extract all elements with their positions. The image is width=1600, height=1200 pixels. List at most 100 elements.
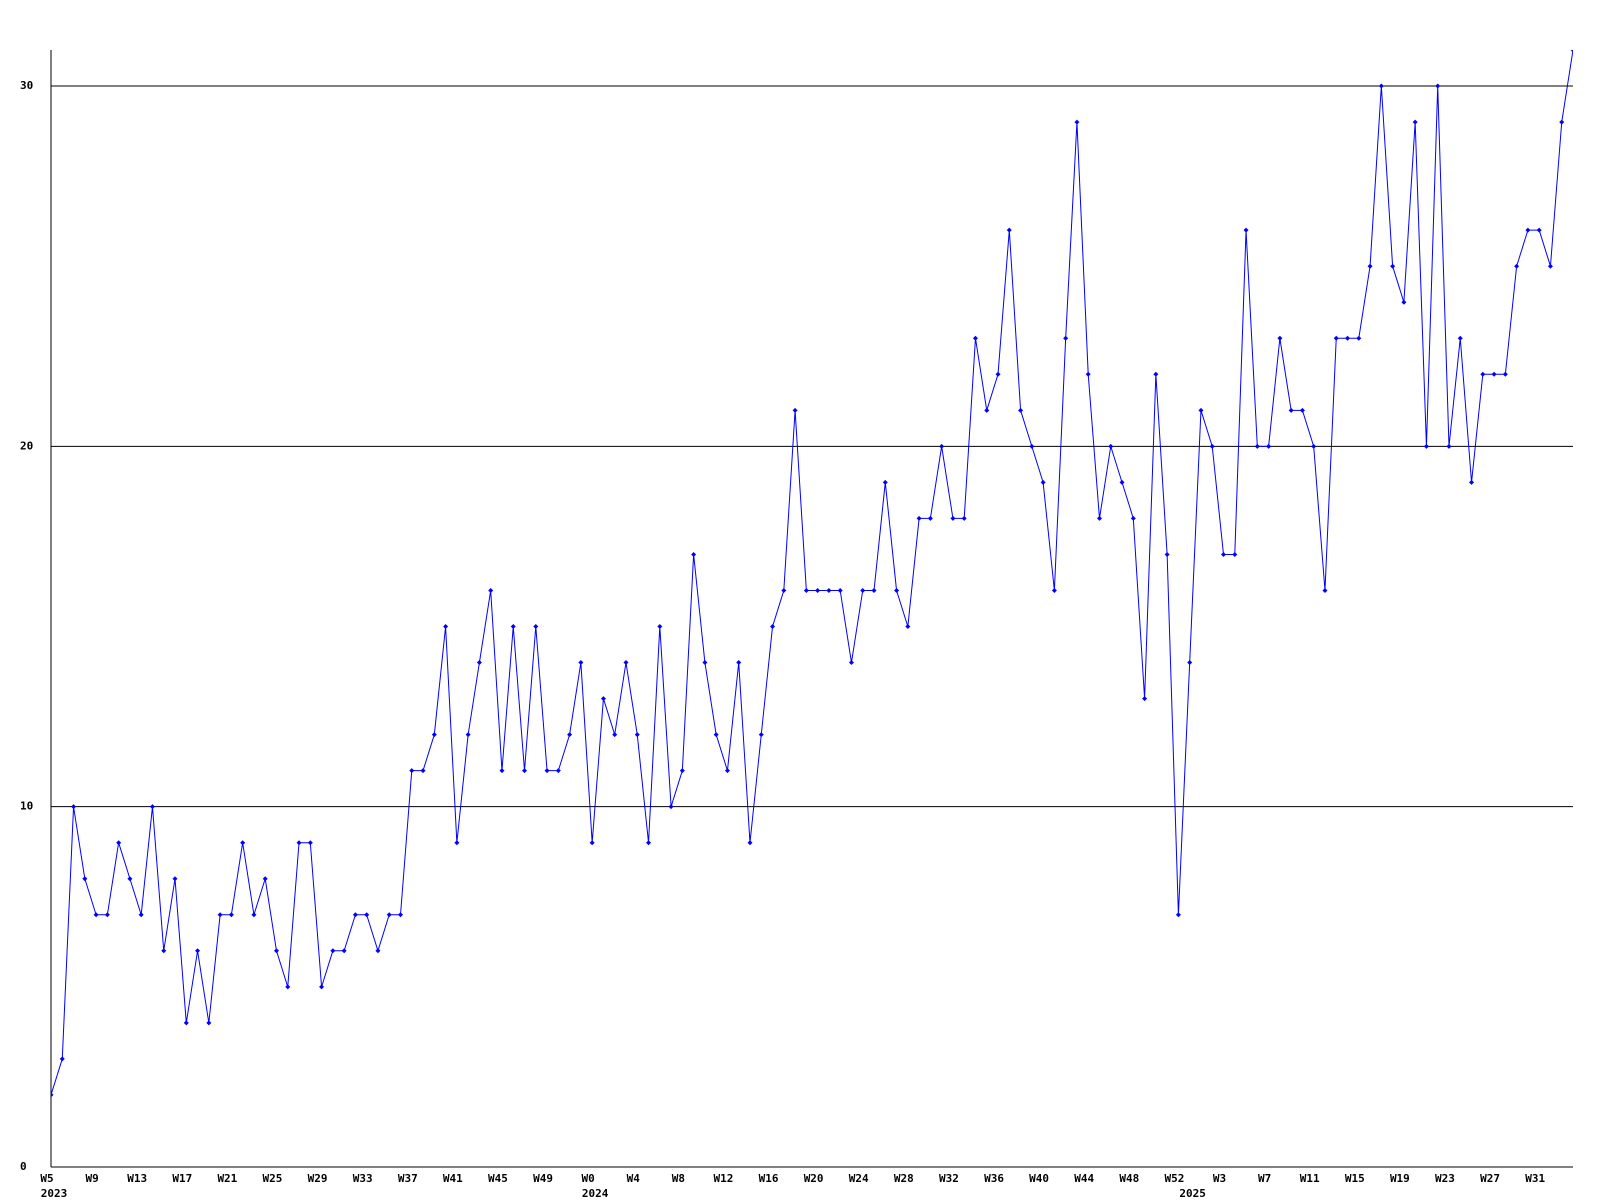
x-tick-label: W40 — [1029, 1172, 1049, 1185]
point-marker — [1018, 407, 1024, 413]
year-label: 2023 — [41, 1187, 68, 1200]
point-marker — [195, 948, 201, 954]
point-marker — [679, 768, 685, 774]
x-tick-label: W41 — [443, 1172, 463, 1185]
point-marker — [1378, 83, 1384, 89]
point-marker — [1277, 335, 1283, 341]
point-marker — [826, 587, 832, 593]
y-tick-label: 0 — [20, 1160, 27, 1173]
point-marker — [1063, 335, 1069, 341]
point-marker — [488, 587, 494, 593]
x-tick-label: W20 — [804, 1172, 824, 1185]
point-marker — [736, 660, 742, 666]
point-marker — [1401, 299, 1407, 305]
x-tick-label: W32 — [939, 1172, 959, 1185]
x-tick-label: W37 — [398, 1172, 418, 1185]
y-tick-label: 30 — [20, 79, 33, 92]
point-marker — [972, 335, 978, 341]
point-marker — [1243, 227, 1249, 233]
point-marker — [781, 587, 787, 593]
x-tick-label: W24 — [849, 1172, 869, 1185]
point-marker — [285, 984, 291, 990]
x-tick-label: W52 — [1164, 1172, 1184, 1185]
x-tick-label: W45 — [488, 1172, 508, 1185]
point-marker — [578, 660, 584, 666]
point-marker — [251, 912, 257, 918]
point-marker — [341, 948, 347, 954]
point-marker — [1142, 696, 1148, 702]
x-tick-label: W0 — [582, 1172, 595, 1185]
point-marker — [612, 732, 618, 738]
point-marker — [848, 660, 854, 666]
point-marker — [420, 768, 426, 774]
point-marker — [544, 768, 550, 774]
point-marker — [668, 804, 674, 810]
point-marker — [1536, 227, 1542, 233]
point-marker — [1130, 515, 1136, 521]
point-marker — [657, 624, 663, 630]
point-marker — [510, 624, 516, 630]
point-marker — [127, 876, 133, 882]
point-marker — [1435, 83, 1441, 89]
point-marker — [792, 407, 798, 413]
point-marker — [1570, 50, 1573, 53]
point-marker — [296, 840, 302, 846]
point-marker — [803, 587, 809, 593]
plot-area — [51, 50, 1573, 1098]
point-marker — [1446, 443, 1452, 449]
x-tick-label: W12 — [714, 1172, 734, 1185]
x-tick-label: W3 — [1213, 1172, 1226, 1185]
point-marker — [1390, 263, 1396, 269]
x-tick-label: W4 — [627, 1172, 641, 1185]
point-marker — [634, 732, 640, 738]
point-marker — [138, 912, 144, 918]
point-marker — [1232, 551, 1238, 557]
point-marker — [476, 660, 482, 666]
point-marker — [1040, 479, 1046, 485]
point-marker — [1074, 119, 1080, 125]
point-marker — [431, 732, 437, 738]
point-marker — [1108, 443, 1114, 449]
point-marker — [465, 732, 471, 738]
point-marker — [71, 804, 77, 810]
point-marker — [352, 912, 358, 918]
x-tick-label: W36 — [984, 1172, 1004, 1185]
series-line — [51, 50, 1573, 1096]
x-tick-label: W9 — [85, 1172, 98, 1185]
point-marker — [567, 732, 573, 738]
x-tick-label: W15 — [1345, 1172, 1365, 1185]
point-marker — [1559, 119, 1565, 125]
x-tick-label: W7 — [1258, 1172, 1271, 1185]
point-marker — [386, 912, 392, 918]
point-marker — [871, 587, 877, 593]
point-marker — [555, 768, 561, 774]
x-tick-label: W21 — [217, 1172, 237, 1185]
point-marker — [240, 840, 246, 846]
point-marker — [183, 1020, 189, 1026]
point-marker — [747, 840, 753, 846]
point-marker — [149, 804, 155, 810]
point-marker — [409, 768, 415, 774]
point-marker — [262, 876, 268, 882]
point-marker — [984, 407, 990, 413]
point-marker — [702, 660, 708, 666]
x-tick-label: W19 — [1390, 1172, 1410, 1185]
point-marker — [882, 479, 888, 485]
point-marker — [1085, 371, 1091, 377]
point-marker — [161, 948, 167, 954]
point-marker — [1322, 587, 1328, 593]
point-marker — [330, 948, 336, 954]
point-marker — [454, 840, 460, 846]
point-marker — [1029, 443, 1035, 449]
point-marker — [1547, 263, 1553, 269]
point-marker — [499, 768, 505, 774]
x-tick-label: W13 — [127, 1172, 147, 1185]
point-marker — [93, 912, 99, 918]
point-marker — [623, 660, 629, 666]
point-marker — [724, 768, 730, 774]
point-marker — [916, 515, 922, 521]
point-marker — [1153, 371, 1159, 377]
point-marker — [1469, 479, 1475, 485]
x-tick-label: W28 — [894, 1172, 914, 1185]
point-marker — [815, 587, 821, 593]
